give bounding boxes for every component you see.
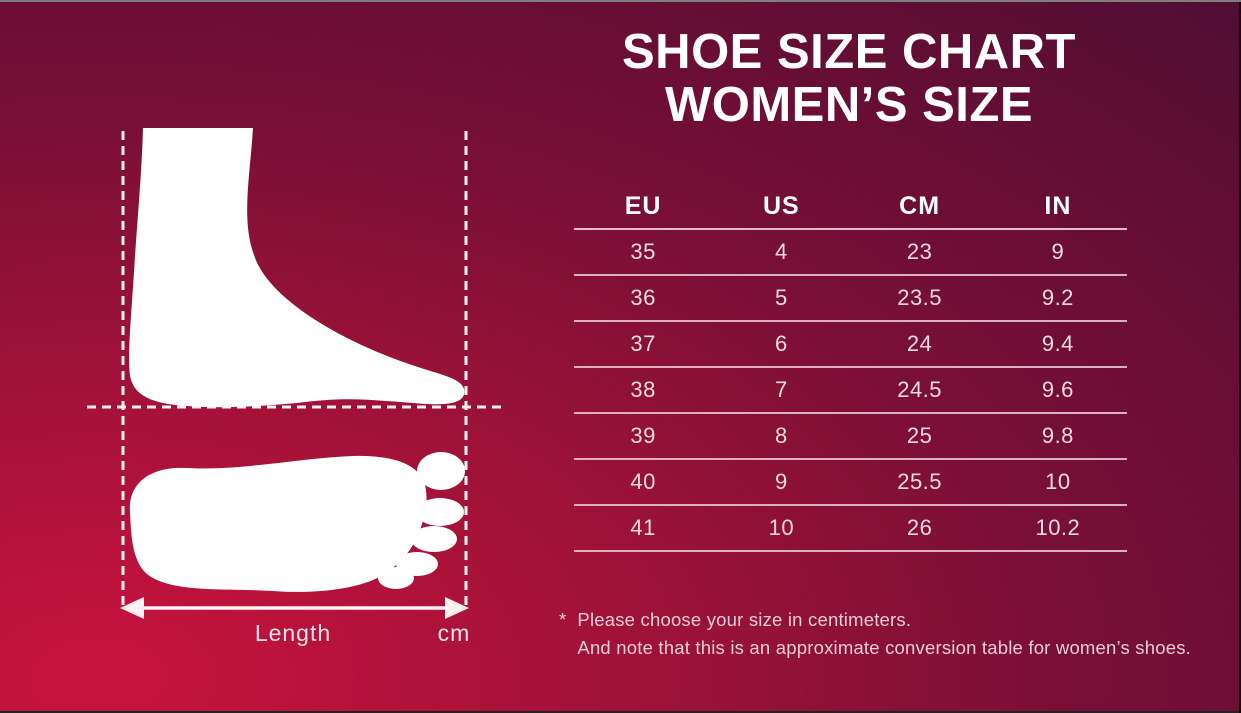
big-toe xyxy=(417,452,465,490)
length-label: Length xyxy=(255,620,331,646)
size-cell: 35 xyxy=(630,239,656,264)
size-cell: 40 xyxy=(630,469,656,494)
size-cell: 9.4 xyxy=(1041,331,1074,356)
size-cell: 6 xyxy=(775,331,788,356)
size-conversion-table: EU US CM IN 35 4 23 9 36 5 23.5 9.2 37 6… xyxy=(574,185,1127,552)
size-cell: 10 xyxy=(1045,469,1071,494)
size-cell: 9 xyxy=(1051,239,1065,264)
footnote-asterisk: * xyxy=(559,609,567,630)
footnote-line-1: Please choose your size in centimeters. xyxy=(577,609,912,630)
screen-top-edge xyxy=(0,0,1241,2)
size-cell: 10.2 xyxy=(1035,515,1081,540)
size-cell: 39 xyxy=(630,423,656,448)
size-cell: 38 xyxy=(630,377,656,402)
table-row: 35 4 23 9 xyxy=(574,230,1127,276)
foot-sole-silhouette xyxy=(129,452,465,592)
table-header-row: EU US CM IN xyxy=(574,185,1127,230)
table-row: 36 5 23.5 9.2 xyxy=(574,276,1127,322)
column-header-us: US xyxy=(763,192,800,220)
size-cell: 5 xyxy=(775,285,788,310)
title-line-2: WOMEN’S SIZE xyxy=(664,78,1034,132)
second-toe xyxy=(416,498,464,526)
size-cell: 24.5 xyxy=(897,377,943,402)
size-cell: 36 xyxy=(630,285,656,310)
column-header-eu: EU xyxy=(624,192,662,220)
table-row: 37 6 24 9.4 xyxy=(574,322,1127,368)
size-cell: 9.6 xyxy=(1041,377,1074,402)
size-cell: 25 xyxy=(906,423,933,448)
third-toe xyxy=(411,526,457,552)
size-cell: 37 xyxy=(630,331,656,356)
foot-measurement-diagram: Length cm xyxy=(60,100,540,660)
size-cell: 4 xyxy=(775,239,788,264)
size-cell: 23.5 xyxy=(897,285,943,310)
size-cell: 7 xyxy=(775,377,788,402)
footnote-line-2: And note that this is an approximate con… xyxy=(577,636,1191,658)
foot-diagram-svg: Length cm xyxy=(87,128,503,646)
size-cell: 8 xyxy=(775,423,788,448)
size-cell: 9 xyxy=(775,469,788,494)
size-cell: 25.5 xyxy=(897,469,943,494)
size-cell: 24 xyxy=(906,331,933,356)
table-row: 38 7 24.5 9.6 xyxy=(574,368,1127,414)
size-cell: 9.8 xyxy=(1041,423,1074,448)
title-line-1: SHOE SIZE CHART xyxy=(622,25,1076,79)
screen-bottom-edge xyxy=(0,711,1239,713)
size-cell: 9.2 xyxy=(1041,285,1074,310)
cm-label: cm xyxy=(438,620,471,646)
page-title: SHOE SIZE CHART WOMEN’S SIZE xyxy=(560,26,1138,132)
column-header-cm: CM xyxy=(899,192,941,220)
column-header-in: IN xyxy=(1044,192,1072,220)
table-row: 41 10 26 10.2 xyxy=(574,506,1127,552)
screen-right-edge xyxy=(1239,2,1241,713)
footnote: * Please choose your size in centimeters… xyxy=(559,606,1229,661)
foot-side-silhouette xyxy=(129,128,465,408)
table-row: 40 9 25.5 10 xyxy=(574,460,1127,506)
length-arrow xyxy=(120,597,469,619)
size-cell: 23 xyxy=(906,239,933,264)
size-cell: 26 xyxy=(906,515,933,540)
table-row: 39 8 25 9.8 xyxy=(574,414,1127,460)
little-toe xyxy=(378,567,414,589)
size-cell: 10 xyxy=(768,515,795,540)
footnote-text: Please choose your size in centimeters. … xyxy=(577,606,1191,661)
size-cell: 41 xyxy=(630,515,656,540)
